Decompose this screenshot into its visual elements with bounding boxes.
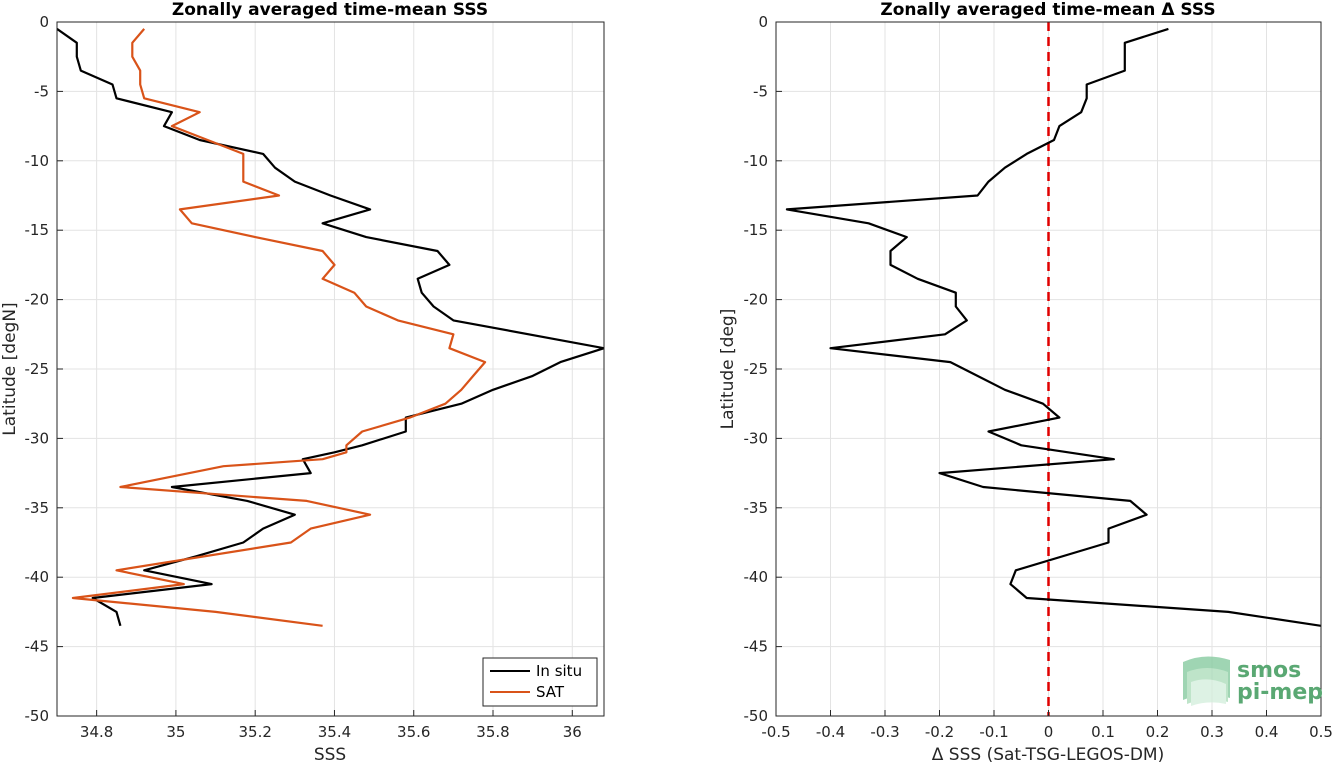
y-tick-label: -15 <box>25 221 50 239</box>
y-tick-label: -30 <box>25 429 50 447</box>
smos-pi-mep-logo: smos pi-mep <box>1183 656 1323 706</box>
legend-label-in-situ: In situ <box>536 662 582 680</box>
x-tick-label: -0.2 <box>925 723 954 741</box>
x-tick-label: 35.4 <box>318 723 351 741</box>
series-line-in-situ <box>57 27 604 627</box>
series-line-delta-sss <box>785 27 1321 627</box>
left-chart-panel: 34.8 35 35.2 35.4 35.6 35.8 36 0 -5 -10 -15 -20 -25 -… <box>0 0 605 764</box>
y-tick-label: -5 <box>34 82 49 100</box>
right-chart-title: Zonally averaged time-mean Δ SSS <box>880 0 1215 20</box>
right-y-axis-label: Latitude [deg] <box>718 309 738 430</box>
y-tick-label: -25 <box>25 360 50 378</box>
x-tick-label: 0.2 <box>1146 723 1170 741</box>
left-y-axis-label: Latitude [degN] <box>0 302 20 435</box>
x-tick-label: 0.5 <box>1309 723 1333 741</box>
legend-box <box>482 657 598 707</box>
right-series-group <box>785 27 1321 627</box>
y-tick-label: -20 <box>25 291 50 309</box>
right-ticks: -0.5 -0.4 -0.3 -0.2 -0.1 0 0.1 0.2 0.3 0.4 0.5 0 -5 -… <box>744 13 1333 741</box>
y-tick-label: -50 <box>25 707 50 725</box>
x-tick-label: 0.1 <box>1091 723 1115 741</box>
y-tick-label: -50 <box>744 707 769 725</box>
x-tick-label: 34.8 <box>80 723 113 741</box>
left-series-group <box>57 27 604 627</box>
y-tick-label: -5 <box>753 82 768 100</box>
left-ticks: 34.8 35 35.2 35.4 35.6 35.8 36 0 -5 -10 -15 -20 -25 -… <box>25 13 582 741</box>
logo-text-line2: pi-mep <box>1237 680 1323 705</box>
left-x-axis-label: SSS <box>314 745 346 764</box>
y-tick-label: -20 <box>744 291 769 309</box>
y-tick-label: -25 <box>744 360 769 378</box>
legend: In situ SAT <box>482 657 598 707</box>
y-tick-label: -30 <box>744 429 769 447</box>
y-tick-label: -35 <box>25 499 50 517</box>
y-tick-label: -10 <box>744 152 769 170</box>
x-tick-label: -0.1 <box>979 723 1008 741</box>
logo-text-line1: smos <box>1237 658 1301 683</box>
x-tick-label: 0.4 <box>1255 723 1279 741</box>
y-tick-label: 0 <box>758 13 768 31</box>
x-tick-label: 35.6 <box>397 723 430 741</box>
y-tick-label: 0 <box>39 13 49 31</box>
y-tick-label: -10 <box>25 152 50 170</box>
x-tick-label: 35.2 <box>238 723 271 741</box>
x-tick-label: -0.4 <box>816 723 845 741</box>
y-tick-label: -45 <box>744 638 769 656</box>
right-x-axis-label: Δ SSS (Sat-TSG-LEGOS-DM) <box>932 745 1164 764</box>
x-tick-label: 0.3 <box>1200 723 1224 741</box>
right-chart-panel: -0.5 -0.4 -0.3 -0.2 -0.1 0 0.1 0.2 0.3 0.4 0.5 0 -5 -… <box>718 0 1333 764</box>
y-tick-label: -15 <box>744 221 769 239</box>
y-tick-label: -40 <box>744 568 769 586</box>
x-tick-label: 35.8 <box>476 723 509 741</box>
left-chart-title: Zonally averaged time-mean SSS <box>172 0 488 20</box>
y-tick-label: -35 <box>744 499 769 517</box>
legend-label-sat: SAT <box>536 683 565 701</box>
x-tick-label: 35 <box>166 723 185 741</box>
y-tick-label: -45 <box>25 638 50 656</box>
y-tick-label: -40 <box>25 568 50 586</box>
series-line-sat <box>71 28 487 627</box>
x-tick-label: 36 <box>563 723 582 741</box>
x-tick-label: -0.5 <box>761 723 790 741</box>
x-tick-label: 0 <box>1044 723 1054 741</box>
logo-wave-icon <box>1183 656 1230 706</box>
x-tick-label: -0.3 <box>870 723 899 741</box>
